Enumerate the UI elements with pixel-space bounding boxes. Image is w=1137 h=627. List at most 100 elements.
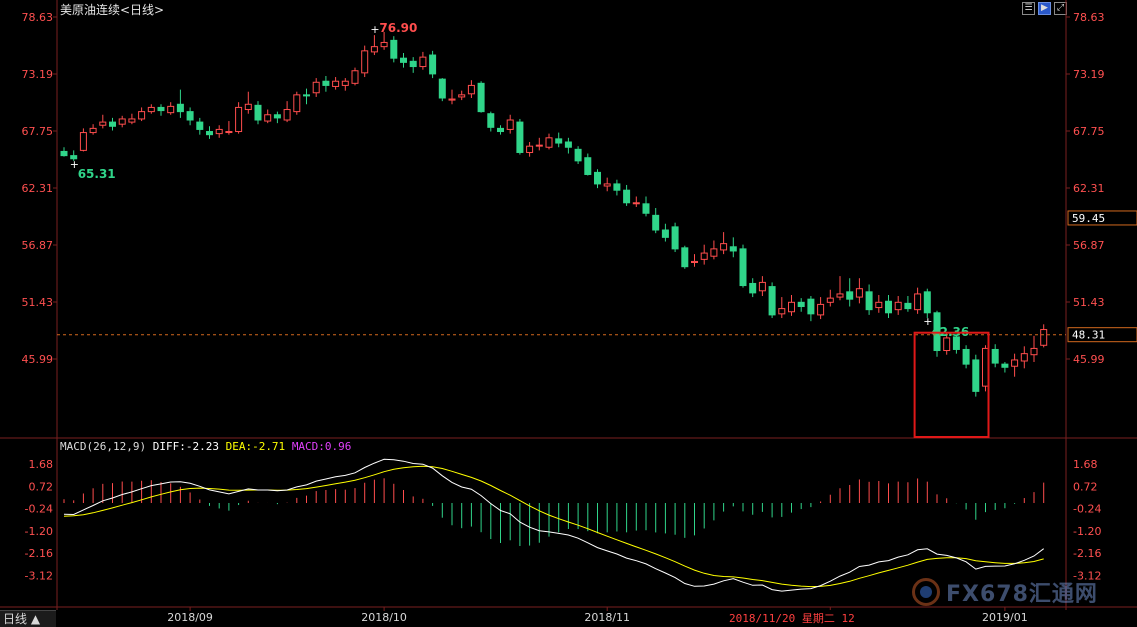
instrument-title: 美原油连续<日线> bbox=[60, 3, 165, 17]
date-label: 2018/10 bbox=[361, 611, 407, 624]
candle-body bbox=[526, 145, 534, 153]
candle bbox=[380, 31, 388, 50]
candle bbox=[60, 147, 68, 157]
candle bbox=[264, 109, 272, 124]
candle-body bbox=[846, 291, 854, 300]
candle bbox=[846, 278, 854, 307]
candle bbox=[855, 278, 863, 304]
candle-body bbox=[351, 70, 359, 84]
candle-body bbox=[1030, 347, 1038, 356]
macd-tick-label-right: 1.68 bbox=[1073, 458, 1098, 471]
candle bbox=[157, 104, 165, 116]
candle-body bbox=[303, 94, 310, 97]
macd-tick-label-right: -1.20 bbox=[1073, 525, 1101, 538]
candle-body bbox=[923, 291, 931, 314]
candle bbox=[312, 78, 320, 97]
candle bbox=[710, 240, 718, 260]
candle-body bbox=[700, 252, 708, 260]
candle-body bbox=[729, 246, 737, 252]
price-tick-label-left: 56.87 bbox=[22, 239, 54, 252]
candle bbox=[691, 254, 698, 267]
macd-panel bbox=[63, 458, 1045, 592]
candle bbox=[1001, 362, 1009, 373]
macd-value: MACD:0.96 bbox=[291, 440, 352, 453]
macd-tick-label-right: -3.12 bbox=[1073, 569, 1101, 582]
candle-body bbox=[991, 348, 999, 364]
price-tick-label-left: 51.43 bbox=[22, 296, 54, 309]
candle bbox=[991, 344, 999, 368]
period-tab[interactable]: 日线 ▲ bbox=[0, 610, 56, 627]
chart-grid bbox=[53, 16, 1070, 360]
high-label: 76.90 bbox=[379, 21, 417, 35]
candle-body bbox=[244, 103, 252, 111]
candle-body bbox=[720, 243, 728, 251]
candle-body bbox=[885, 300, 892, 314]
candle bbox=[788, 294, 795, 316]
price-tick-label-right: 78.63 bbox=[1073, 11, 1105, 24]
candle-body bbox=[118, 118, 126, 125]
candle bbox=[865, 284, 873, 315]
candle bbox=[904, 296, 912, 312]
price-tick-label-right: 51.43 bbox=[1073, 296, 1105, 309]
macd-tick-label-right: 0.72 bbox=[1073, 480, 1098, 493]
price-tick-label-right: 62.31 bbox=[1073, 182, 1105, 195]
candle bbox=[419, 51, 427, 70]
candle-body bbox=[778, 308, 786, 315]
candle-body bbox=[894, 301, 902, 311]
candle bbox=[564, 137, 572, 154]
candle-body bbox=[157, 106, 165, 112]
dea-line bbox=[63, 465, 1044, 588]
candle bbox=[176, 89, 184, 118]
play-icon[interactable]: ▶ bbox=[1038, 2, 1051, 15]
candle-body bbox=[235, 106, 243, 133]
candle-body bbox=[594, 171, 601, 185]
fx678-logo-icon bbox=[912, 578, 940, 606]
candle bbox=[138, 107, 146, 122]
price-tick-label-left: 67.75 bbox=[22, 125, 54, 138]
candle bbox=[739, 244, 747, 288]
candle bbox=[225, 121, 233, 135]
candle bbox=[555, 132, 563, 148]
candle-body bbox=[1011, 359, 1019, 367]
candle-body bbox=[758, 281, 766, 292]
candle bbox=[972, 354, 980, 397]
candles bbox=[60, 31, 1048, 397]
candle bbox=[497, 125, 504, 135]
candle bbox=[147, 104, 155, 114]
candle bbox=[817, 297, 825, 320]
candle-body bbox=[749, 282, 757, 294]
candle-body bbox=[613, 183, 621, 191]
price-tick-label-right: 45.99 bbox=[1073, 353, 1105, 366]
candle-body bbox=[817, 303, 825, 316]
candle-body bbox=[89, 127, 97, 134]
candle-body bbox=[196, 121, 204, 130]
macd-legend: MACD(26,12,9) DIFF:-2.23 DEA:-2.71 MACD:… bbox=[60, 440, 351, 453]
price-tick-label-right: 67.75 bbox=[1073, 125, 1105, 138]
candle-body bbox=[875, 301, 883, 309]
candle bbox=[671, 222, 679, 253]
list-icon[interactable]: ☰ bbox=[1022, 2, 1035, 15]
candle-body bbox=[477, 82, 485, 113]
candle-body bbox=[138, 111, 146, 120]
candle bbox=[652, 208, 660, 234]
candle bbox=[797, 298, 805, 312]
candle bbox=[351, 67, 359, 86]
candle-body bbox=[273, 114, 281, 119]
candle-body bbox=[797, 301, 805, 308]
candle-body bbox=[933, 312, 941, 352]
candle-body bbox=[467, 84, 475, 95]
candle bbox=[681, 245, 689, 269]
candle-body bbox=[564, 141, 572, 148]
candle bbox=[448, 89, 456, 105]
candle bbox=[613, 179, 621, 196]
candle-body bbox=[681, 247, 689, 268]
candle-body bbox=[448, 98, 456, 101]
candle bbox=[516, 118, 524, 155]
price-tag-label: 48.31 bbox=[1072, 329, 1105, 342]
watermark: FX678汇通网 bbox=[912, 576, 1098, 608]
candle bbox=[89, 124, 97, 135]
candle bbox=[1040, 324, 1048, 348]
price-tick-label-right: 73.19 bbox=[1073, 68, 1105, 81]
